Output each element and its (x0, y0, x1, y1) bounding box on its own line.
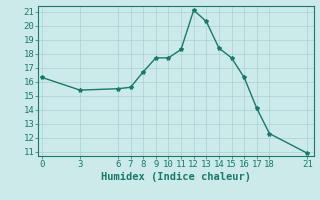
X-axis label: Humidex (Indice chaleur): Humidex (Indice chaleur) (101, 172, 251, 182)
